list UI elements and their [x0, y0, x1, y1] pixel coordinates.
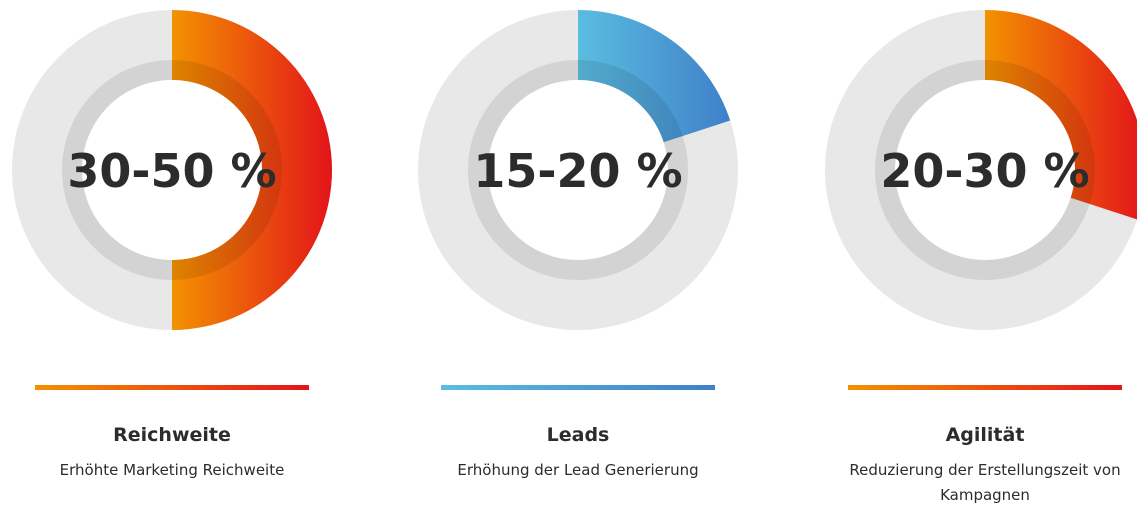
donut-arc	[985, 10, 1137, 220]
donut-center	[488, 80, 668, 260]
accent-bar	[35, 385, 309, 390]
card-subtitle: Erhöhung der Lead Generierung	[457, 461, 699, 479]
accent-bar	[441, 385, 715, 390]
donut-center	[895, 80, 1075, 260]
inner-ring	[62, 60, 282, 280]
donut-arc	[578, 10, 731, 143]
value-text: 30-50 %	[67, 144, 276, 198]
inner-ring	[468, 60, 688, 280]
accent-bar	[848, 385, 1122, 390]
card-title: Leads	[546, 424, 610, 446]
inner-ring	[875, 60, 1095, 280]
donut-arc	[172, 10, 332, 330]
card-title: Agilität	[945, 424, 1025, 446]
value-text: 20-30 %	[880, 144, 1089, 198]
card-title: Reichweite	[113, 424, 231, 446]
donut-center	[82, 80, 262, 260]
card-subtitle: Reduzierung der Erstellungszeit von Kamp…	[849, 461, 1121, 504]
card-subtitle: Erhöhte Marketing Reichweite	[59, 461, 285, 479]
value-text: 15-20 %	[473, 144, 682, 198]
